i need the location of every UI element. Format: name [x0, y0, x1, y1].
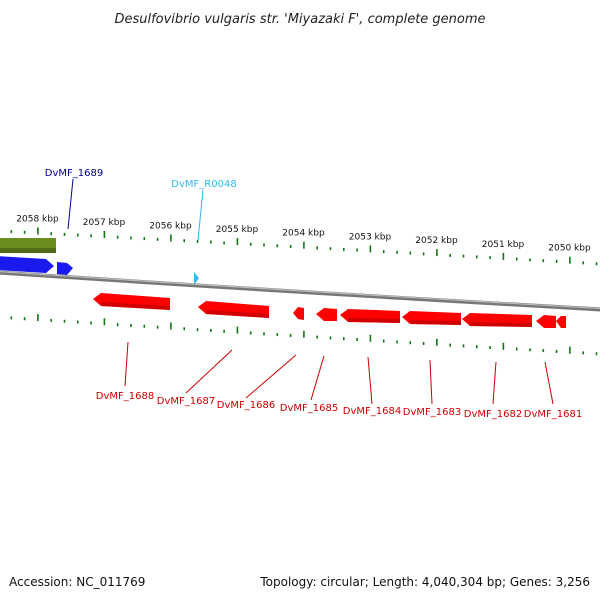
scale-label: 2051 kbp — [482, 240, 525, 250]
gene-label-dvmf-1683[interactable]: DvMF_1683 — [403, 407, 461, 418]
map-title: Desulfovibrio vulgaris str. 'Miyazaki F'… — [114, 12, 485, 27]
scale-ticks-top — [10, 227, 598, 266]
scale-labels: 2058 kbp 2057 kbp 2056 kbp 2055 kbp 2054 kbp… — [16, 215, 591, 254]
gene-label-dvmf-1688[interactable]: DvMF_1688 — [96, 391, 154, 402]
gene-label-dvmf-r0048[interactable]: DvMF_R0048 — [171, 179, 236, 190]
scale-label: 2053 kbp — [349, 232, 392, 242]
red-gene-labels: DvMF_1688 DvMF_1687 DvMF_1686 DvMF_1685 … — [96, 391, 582, 420]
trna-marker-icon[interactable] — [194, 272, 199, 285]
scale-label: 2058 kbp — [16, 215, 59, 225]
genome-summary-text: Topology: circular; Length: 4,040,304 bp… — [259, 575, 590, 589]
gene-label-dvmf-1681[interactable]: DvMF_1681 — [524, 409, 582, 420]
red-gene-track — [93, 293, 566, 328]
scale-ticks-bottom — [10, 314, 598, 356]
red-label-lines — [124, 341, 554, 405]
gene-dvmf-1680-arrow[interactable] — [556, 316, 566, 328]
scale-label: 2050 kbp — [548, 244, 591, 254]
red-gene-shading — [101, 302, 532, 327]
gene-label-dvmf-1685[interactable]: DvMF_1685 — [280, 403, 338, 414]
gene-blue-1-shape — [0, 256, 54, 273]
scale-label: 2056 kbp — [149, 222, 192, 232]
genome-backbone — [0, 270, 600, 312]
gene-label-dvmf-1686[interactable]: DvMF_1686 — [217, 400, 275, 411]
feature-olive[interactable] — [0, 238, 56, 253]
feature-olive-shade — [0, 248, 56, 253]
gene-blue-2[interactable] — [57, 262, 73, 275]
gene-blue-2-shape — [57, 262, 73, 275]
gene-dvmf-1686-arrow[interactable] — [293, 307, 304, 320]
scale-label: 2055 kbp — [216, 225, 259, 235]
scale-label: 2057 kbp — [83, 218, 126, 228]
scale-label: 2054 kbp — [282, 229, 325, 239]
scale-label: 2052 kbp — [415, 236, 458, 246]
gene-dvmf-1685-arrow[interactable] — [316, 308, 337, 321]
genome-backbone-highlight — [0, 271, 600, 310]
accession-text: Accession: NC_011769 — [9, 575, 145, 589]
label-line-dvmf-1689 — [67, 178, 74, 230]
gene-dvmf-1681-arrow[interactable] — [536, 315, 556, 328]
gene-label-dvmf-1682[interactable]: DvMF_1682 — [464, 409, 522, 420]
gene-label-dvmf-1687[interactable]: DvMF_1687 — [157, 396, 215, 407]
gene-label-dvmf-1689[interactable]: DvMF_1689 — [45, 168, 103, 179]
gene-blue-1[interactable] — [0, 256, 54, 273]
label-line-dvmf-r0048 — [197, 189, 204, 241]
gene-label-dvmf-1684[interactable]: DvMF_1684 — [343, 406, 401, 417]
